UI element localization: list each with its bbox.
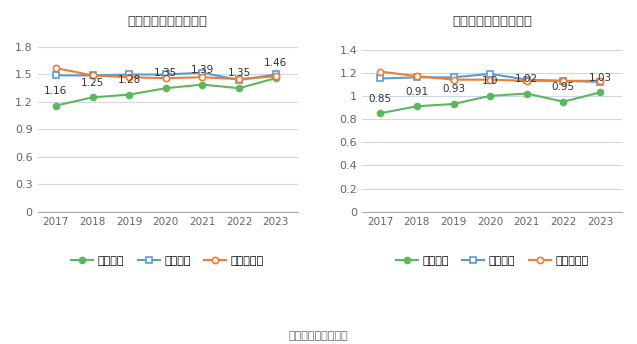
行业均值 xyxy=(376,76,384,80)
行业中位数 xyxy=(125,75,133,79)
Line: 行业均值: 行业均值 xyxy=(377,71,603,85)
Text: 1.46: 1.46 xyxy=(264,58,287,68)
行业中位数 xyxy=(162,76,169,80)
Text: 0.93: 0.93 xyxy=(442,84,465,94)
Text: 1.02: 1.02 xyxy=(515,74,538,84)
行业均值 xyxy=(199,71,206,75)
行业均值 xyxy=(450,75,457,79)
Text: 0.85: 0.85 xyxy=(369,94,392,104)
行业均值 xyxy=(89,73,96,77)
行业均值 xyxy=(486,72,494,76)
Title: 历年流动比率变化情况: 历年流动比率变化情况 xyxy=(127,15,208,28)
行业中位数 xyxy=(52,66,60,70)
行业均值 xyxy=(235,78,243,82)
速动比率 xyxy=(376,111,384,115)
行业均值 xyxy=(413,75,420,79)
Legend: 流动比率, 行业均值, 行业中位数: 流动比率, 行业均值, 行业中位数 xyxy=(67,251,268,270)
行业中位数 xyxy=(523,79,531,83)
Legend: 速动比率, 行业均值, 行业中位数: 速动比率, 行业均值, 行业中位数 xyxy=(391,251,593,270)
速动比率 xyxy=(559,100,567,104)
行业中位数 xyxy=(450,78,457,82)
行业均值 xyxy=(162,73,169,77)
Line: 行业均值: 行业均值 xyxy=(53,69,279,83)
Text: 1.35: 1.35 xyxy=(227,68,251,78)
行业中位数 xyxy=(235,77,243,81)
流动比率 xyxy=(89,95,96,99)
行业均值 xyxy=(272,73,280,77)
Line: 行业中位数: 行业中位数 xyxy=(377,68,603,84)
行业均值 xyxy=(52,73,60,77)
Text: 1.25: 1.25 xyxy=(81,78,104,88)
行业中位数 xyxy=(486,78,494,82)
行业中位数 xyxy=(89,73,96,77)
Line: 速动比率: 速动比率 xyxy=(377,89,603,116)
行业均值 xyxy=(559,79,567,83)
速动比率 xyxy=(523,92,531,96)
Text: 0.91: 0.91 xyxy=(405,87,429,97)
Text: 1.28: 1.28 xyxy=(118,75,141,85)
速动比率 xyxy=(413,104,420,108)
Text: 1.03: 1.03 xyxy=(589,73,612,83)
Line: 行业中位数: 行业中位数 xyxy=(53,65,279,82)
行业中位数 xyxy=(199,75,206,79)
行业中位数 xyxy=(376,69,384,74)
Text: 0.95: 0.95 xyxy=(552,82,575,92)
行业均值 xyxy=(125,73,133,77)
流动比率 xyxy=(199,83,206,87)
行业中位数 xyxy=(413,74,420,78)
流动比率 xyxy=(125,93,133,97)
流动比率 xyxy=(162,86,169,90)
行业中位数 xyxy=(596,79,604,83)
行业均值 xyxy=(523,78,531,82)
行业均值 xyxy=(596,80,604,84)
Text: 1.0: 1.0 xyxy=(482,76,498,86)
Text: 1.39: 1.39 xyxy=(191,65,214,75)
Line: 流动比率: 流动比率 xyxy=(53,75,279,109)
行业中位数 xyxy=(272,74,280,78)
Text: 1.35: 1.35 xyxy=(154,68,178,78)
流动比率 xyxy=(235,86,243,90)
行业中位数 xyxy=(559,79,567,83)
Title: 历年速动比率变化情况: 历年速动比率变化情况 xyxy=(452,15,532,28)
Text: 1.16: 1.16 xyxy=(45,86,68,96)
流动比率 xyxy=(272,76,280,80)
流动比率 xyxy=(52,104,60,108)
速动比率 xyxy=(486,94,494,98)
速动比率 xyxy=(450,102,457,106)
速动比率 xyxy=(596,90,604,95)
Text: 数据来源：恒生聚源: 数据来源：恒生聚源 xyxy=(289,331,348,341)
